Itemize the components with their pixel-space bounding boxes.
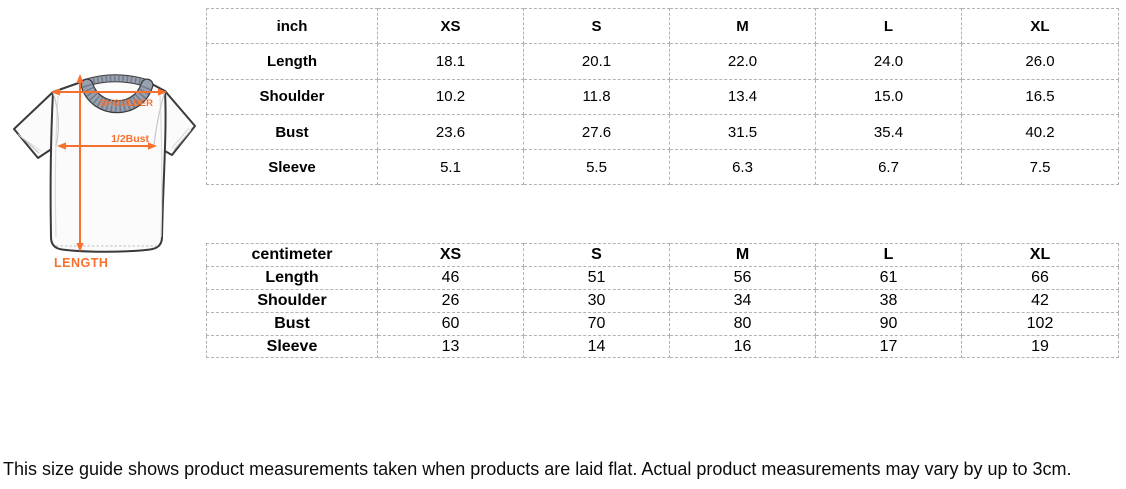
measurement-label-cell: Sleeve — [206, 334, 378, 359]
measurement-value-cell: 90 — [815, 311, 962, 336]
tshirt-collar — [80, 74, 154, 114]
measurement-row: Length 46 51 56 61 66 — [206, 265, 1119, 290]
measurement-row: Bust 23.6 27.6 31.5 35.4 40.2 — [206, 113, 1119, 151]
unit-header-cell: inch — [206, 7, 378, 45]
measurement-row: Bust 60 70 80 90 102 — [206, 311, 1119, 336]
measurement-row: Sleeve 5.1 5.5 6.3 6.7 7.5 — [206, 149, 1119, 186]
measurement-value-cell: 27.6 — [523, 113, 670, 151]
measurement-value-cell: 46 — [377, 265, 524, 290]
measurement-value-cell: 6.7 — [815, 149, 962, 186]
measurement-value-cell: 26 — [377, 288, 524, 313]
measurement-row: Shoulder 26 30 34 38 42 — [206, 288, 1119, 313]
measurement-label-cell: Length — [206, 43, 378, 80]
length-arrow — [76, 74, 84, 252]
size-header-cell: L — [815, 243, 962, 267]
measurement-value-cell: 40.2 — [961, 113, 1119, 151]
bust-arrow-label: 1/2Bust — [111, 133, 149, 145]
size-header-cell: XS — [377, 7, 524, 45]
measurement-value-cell: 56 — [669, 265, 816, 290]
measurement-value-cell: 13.4 — [669, 78, 816, 115]
tshirt-measurement-diagram: SHOULDER 1/2Bust LENGTH — [13, 74, 196, 270]
measurement-value-cell: 13 — [377, 334, 524, 359]
measurement-label-cell: Bust — [206, 311, 378, 336]
measurement-value-cell: 60 — [377, 311, 524, 336]
size-header-cell: M — [669, 243, 816, 267]
measurement-label-cell: Shoulder — [206, 288, 378, 313]
size-header-cell: S — [523, 243, 670, 267]
measurement-value-cell: 5.5 — [523, 149, 670, 186]
measurement-value-cell: 20.1 — [523, 43, 670, 80]
measurement-value-cell: 7.5 — [961, 149, 1119, 186]
size-table-inch: inch XS S M L XL Length 18.1 20.1 22.0 24.0 26.0 Sho… — [206, 7, 1119, 186]
measurement-value-cell: 5.1 — [377, 149, 524, 186]
size-header-cell: XL — [961, 7, 1119, 45]
measurement-label-cell: Length — [206, 265, 378, 290]
measurement-value-cell: 19 — [961, 334, 1119, 359]
unit-header-cell: centimeter — [206, 243, 378, 267]
size-guide-disclaimer: This size guide shows product measuremen… — [3, 459, 1072, 479]
measurement-value-cell: 70 — [523, 311, 670, 336]
measurement-value-cell: 24.0 — [815, 43, 962, 80]
measurement-value-cell: 102 — [961, 311, 1119, 336]
measurement-row: Shoulder 10.2 11.8 13.4 15.0 16.5 — [206, 78, 1119, 115]
measurement-label-cell: Sleeve — [206, 149, 378, 186]
measurement-value-cell: 11.8 — [523, 78, 670, 115]
measurement-value-cell: 51 — [523, 265, 670, 290]
size-header-cell: S — [523, 7, 670, 45]
table-header-row: centimeter XS S M L XL — [206, 243, 1119, 267]
measurement-arrows: SHOULDER 1/2Bust LENGTH — [51, 74, 167, 270]
measurement-row: Length 18.1 20.1 22.0 24.0 26.0 — [206, 43, 1119, 80]
measurement-value-cell: 15.0 — [815, 78, 962, 115]
measurement-value-cell: 38 — [815, 288, 962, 313]
measurement-value-cell: 10.2 — [377, 78, 524, 115]
measurement-value-cell: 61 — [815, 265, 962, 290]
measurement-value-cell: 23.6 — [377, 113, 524, 151]
measurement-value-cell: 42 — [961, 288, 1119, 313]
measurement-value-cell: 22.0 — [669, 43, 816, 80]
measurement-value-cell: 6.3 — [669, 149, 816, 186]
measurement-value-cell: 17 — [815, 334, 962, 359]
measurement-value-cell: 80 — [669, 311, 816, 336]
shoulder-arrow-label: SHOULDER — [100, 98, 153, 109]
measurement-value-cell: 35.4 — [815, 113, 962, 151]
measurement-value-cell: 34 — [669, 288, 816, 313]
table-header-row: inch XS S M L XL — [206, 7, 1119, 45]
size-table-centimeter: centimeter XS S M L XL Length 46 51 56 61 66 Shoulde… — [206, 243, 1119, 359]
measurement-value-cell: 16.5 — [961, 78, 1119, 115]
measurement-label-cell: Shoulder — [206, 78, 378, 115]
measurement-value-cell: 66 — [961, 265, 1119, 290]
size-header-cell: L — [815, 7, 962, 45]
bust-arrow — [57, 142, 157, 150]
length-arrow-label: LENGTH — [54, 256, 108, 270]
size-header-cell: XL — [961, 243, 1119, 267]
shoulder-arrow — [51, 88, 167, 96]
measurement-label-cell: Bust — [206, 113, 378, 151]
measurement-row: Sleeve 13 14 16 17 19 — [206, 334, 1119, 359]
size-header-cell: XS — [377, 243, 524, 267]
measurement-value-cell: 14 — [523, 334, 670, 359]
measurement-value-cell: 31.5 — [669, 113, 816, 151]
size-header-cell: M — [669, 7, 816, 45]
measurement-value-cell: 18.1 — [377, 43, 524, 80]
measurement-value-cell: 26.0 — [961, 43, 1119, 80]
measurement-value-cell: 30 — [523, 288, 670, 313]
measurement-value-cell: 16 — [669, 334, 816, 359]
